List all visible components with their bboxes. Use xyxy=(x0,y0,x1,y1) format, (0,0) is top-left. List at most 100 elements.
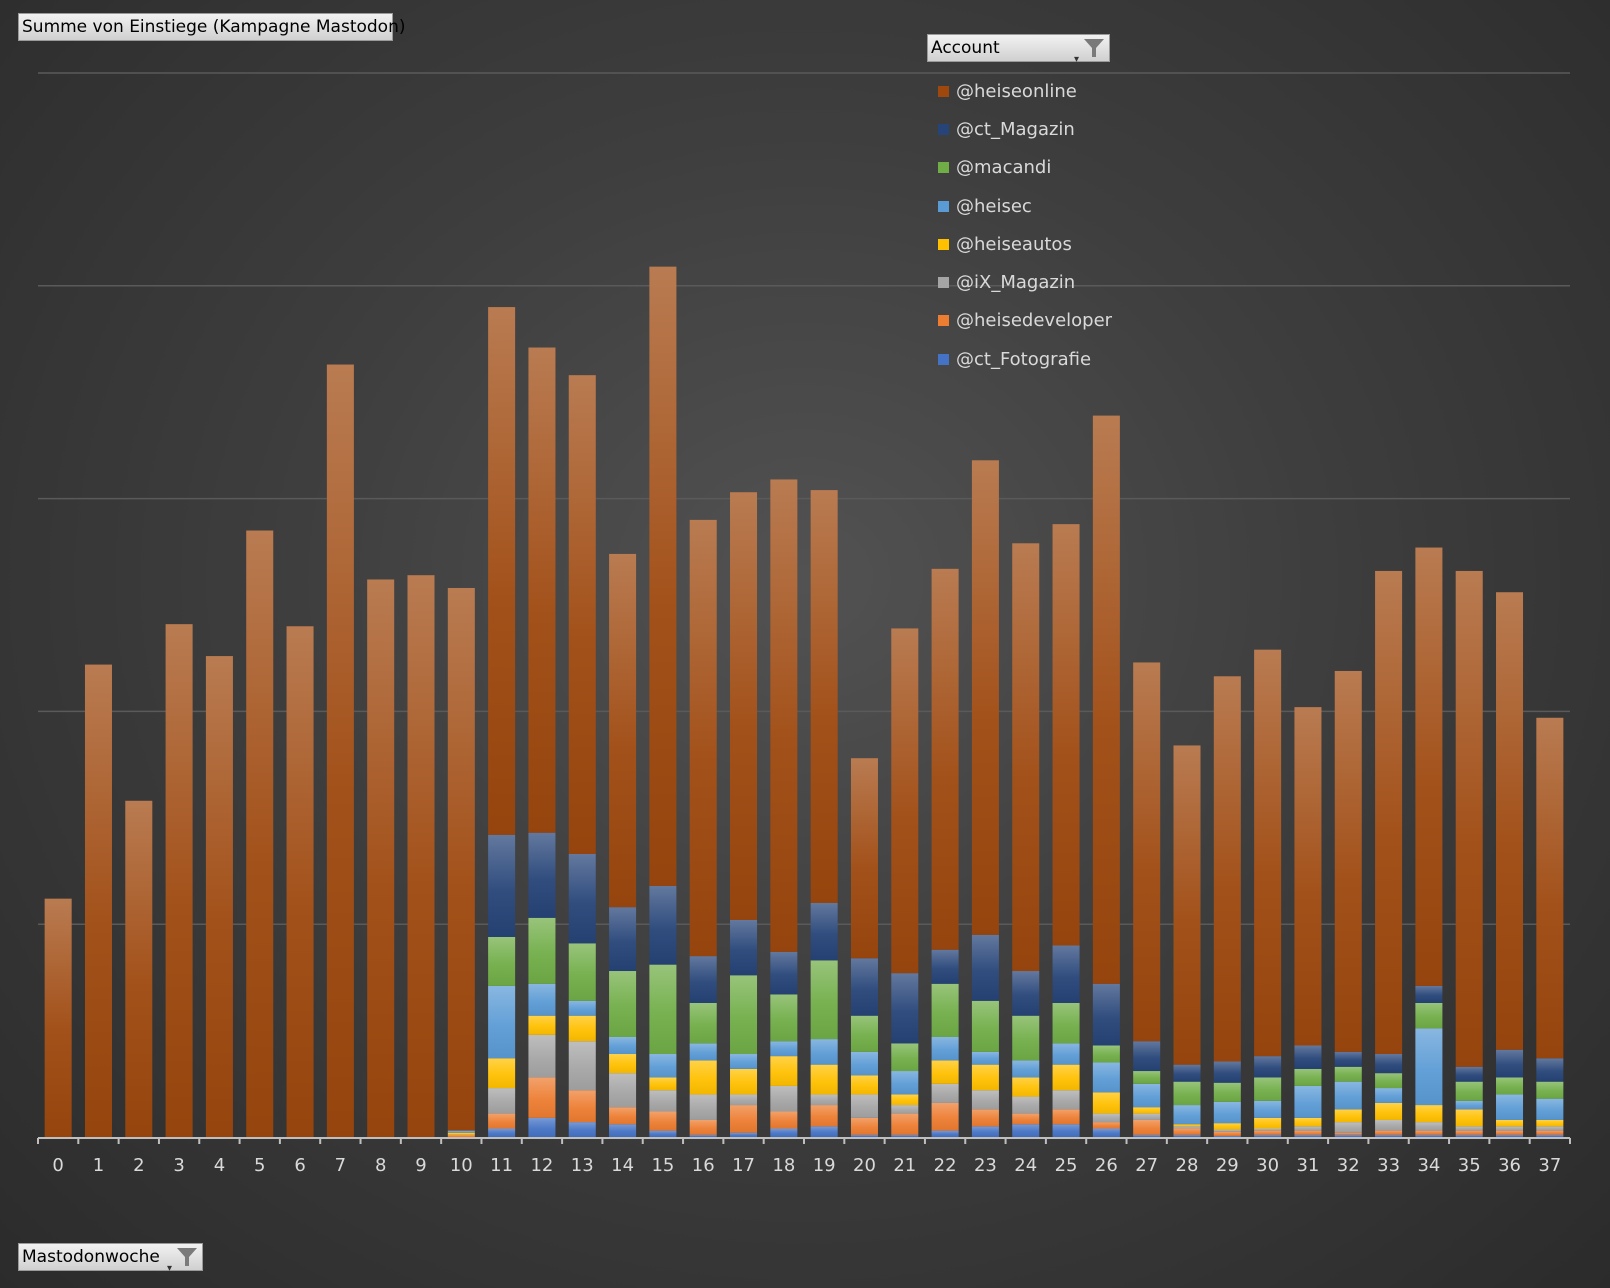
legend-item[interactable]: @heiseautos xyxy=(937,225,1112,263)
bar-stack-week-24 xyxy=(1012,543,1040,1137)
bar-stack-week-6 xyxy=(286,626,314,1137)
legend-label: @heiseonline xyxy=(956,80,1077,102)
bar-segment-shading xyxy=(1254,1077,1282,1101)
bar-segment-shading xyxy=(609,1073,637,1108)
x-tick-label: 23 xyxy=(974,1155,997,1176)
x-tick-label: 17 xyxy=(732,1155,755,1176)
bar-segment-shading xyxy=(1254,1100,1282,1118)
bar-segment-shading xyxy=(1012,1077,1040,1097)
bar-segment-shading xyxy=(649,1077,677,1091)
bar-segment-shading xyxy=(609,971,637,1037)
x-tick-label: 30 xyxy=(1256,1155,1279,1176)
value-field-button[interactable]: Summe von Einstiege (Kampagne Mastodon) xyxy=(18,13,406,41)
funnel-icon[interactable] xyxy=(176,1247,198,1267)
bar-segment-shading xyxy=(770,1085,798,1112)
bar-segment-shading xyxy=(1012,1060,1040,1078)
legend-item[interactable]: @ct_Fotografie xyxy=(937,340,1112,378)
bar-segment-shading xyxy=(609,1036,637,1055)
bar-segment-shading xyxy=(205,656,233,1137)
legend-swatch xyxy=(938,85,949,97)
bar-segment-shading xyxy=(689,1043,717,1061)
x-tick-label: 13 xyxy=(571,1155,594,1176)
bar-segment-shading xyxy=(1536,1134,1564,1137)
bar-segment-shading xyxy=(568,1041,596,1091)
bar-segment-shading xyxy=(1375,1119,1403,1131)
funnel-icon[interactable] xyxy=(1083,38,1105,58)
bar-segment-shading xyxy=(1213,1123,1241,1130)
bar-segment-shading xyxy=(850,1094,878,1118)
bar-segment-shading xyxy=(770,1056,798,1086)
legend-item[interactable]: @heiseonline xyxy=(937,72,1112,110)
bar-segment-shading xyxy=(810,1094,838,1106)
x-tick-label: 15 xyxy=(651,1155,674,1176)
bar-segment-shading xyxy=(891,1071,919,1095)
axis-field-button[interactable]: Mastodonwoche ▾ xyxy=(18,1243,203,1274)
x-tick-label: 14 xyxy=(611,1155,634,1176)
x-tick-label: 27 xyxy=(1135,1155,1158,1176)
bar-segment-shading xyxy=(488,936,516,986)
bar-segment-shading xyxy=(1375,1134,1403,1137)
bar-segment-shading xyxy=(850,1075,878,1095)
bar-segment-shading xyxy=(730,919,758,976)
bar-segment-shading xyxy=(1173,1126,1201,1129)
bar-segment-shading xyxy=(1334,1051,1362,1067)
x-tick-label: 28 xyxy=(1176,1155,1199,1176)
bar-segment-shading xyxy=(1052,1090,1080,1110)
x-tick-label: 21 xyxy=(893,1155,916,1176)
bar-segment-shading xyxy=(1092,1122,1120,1129)
bar-segment-shading xyxy=(568,1015,596,1042)
bar-segment-shading xyxy=(1294,1085,1322,1118)
bar-segment-shading xyxy=(1415,1028,1443,1106)
x-tick-label: 8 xyxy=(375,1155,386,1176)
bar-segment-shading xyxy=(730,1105,758,1133)
legend-item[interactable]: @iX_Magazin xyxy=(937,263,1112,301)
legend-field-button[interactable]: Account ▾ xyxy=(927,34,1110,65)
bar-segment-shading xyxy=(1213,1129,1241,1132)
bar-segment-shading xyxy=(488,1113,516,1129)
bar-segment-shading xyxy=(770,951,798,995)
bar-segment-shading xyxy=(568,943,596,1001)
bar-segment-shading xyxy=(810,1039,838,1065)
bar-segment-shading xyxy=(1375,570,1403,1055)
bar-segment-shading xyxy=(447,1130,475,1133)
legend-item[interactable]: @ct_Magazin xyxy=(937,110,1112,148)
bar-segment-shading xyxy=(1052,1043,1080,1065)
bar-segment-shading xyxy=(246,530,274,1137)
bar-segment-shading xyxy=(689,956,717,1003)
bar-segment-shading xyxy=(528,347,556,833)
bar-stack-week-36 xyxy=(1496,592,1524,1137)
bar-segment-shading xyxy=(609,1054,637,1074)
bar-segment-shading xyxy=(1254,1134,1282,1137)
legend-item[interactable]: @heisedeveloper xyxy=(937,302,1112,340)
bar-segment-shading xyxy=(971,1051,999,1065)
bar-stack-week-0 xyxy=(44,898,72,1137)
bar-segment-shading xyxy=(1092,1128,1120,1137)
legend-item[interactable]: @heisec xyxy=(937,187,1112,225)
bar-segment-shading xyxy=(891,1094,919,1106)
bar-segment-shading xyxy=(1012,543,1040,972)
bar-segment-shading xyxy=(1294,1068,1322,1086)
bar-segment-shading xyxy=(528,917,556,984)
bar-segment-shading xyxy=(568,1122,596,1137)
bar-stack-week-26 xyxy=(1092,415,1120,1137)
bar-stack-week-9 xyxy=(407,575,435,1137)
bar-segment-shading xyxy=(1496,1049,1524,1078)
bar-segment-shading xyxy=(609,1124,637,1137)
bar-segment-shading xyxy=(850,758,878,959)
bar-segment-shading xyxy=(1455,570,1483,1067)
bar-segment-shading xyxy=(1415,1134,1443,1137)
bar-segment-shading xyxy=(1213,1061,1241,1083)
bar-segment-shading xyxy=(1496,1130,1524,1135)
bar-segment-shading xyxy=(1254,1056,1282,1078)
bar-segment-shading xyxy=(1133,1113,1161,1120)
x-tick-label: 29 xyxy=(1216,1155,1239,1176)
bar-segment-shading xyxy=(1415,1122,1443,1131)
bar-segment-shading xyxy=(125,800,153,1137)
legend-item[interactable]: @macandi xyxy=(937,149,1112,187)
bar-segment-shading xyxy=(609,1107,637,1125)
bar-segment-shading xyxy=(1173,1124,1201,1127)
legend-swatch xyxy=(938,200,949,212)
bar-segment-shading xyxy=(1334,1134,1362,1137)
bar-segment-shading xyxy=(649,1111,677,1131)
bar-segment-shading xyxy=(1294,1045,1322,1069)
